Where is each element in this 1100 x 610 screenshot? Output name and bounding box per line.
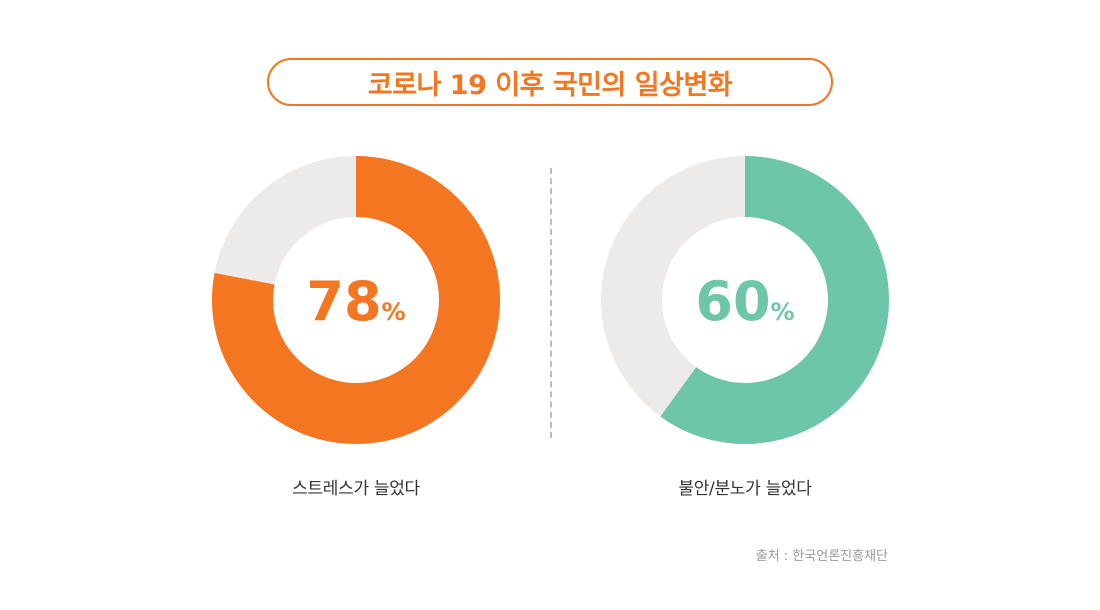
donut-stress: 78%	[212, 156, 500, 444]
donut-anxiety: 60%	[601, 156, 889, 444]
donut-stress-label: 스트레스가 늘었다	[292, 479, 420, 499]
donut-stress-percent: 78%	[306, 270, 405, 333]
donut-stress-value-arc	[212, 156, 500, 444]
title-pill: 코로나 19 이후 국민의 일상변화	[267, 58, 833, 106]
source-note: 출처 : 한국언론진흥재단	[755, 549, 888, 564]
donut-anxiety-label: 불안/분노가 늘었다	[678, 479, 812, 499]
donut-anxiety-value: 60	[695, 270, 770, 333]
donut-anxiety-unit: %	[771, 298, 795, 326]
chart-title: 코로나 19 이후 국민의 일상변화	[367, 69, 733, 101]
donut-stress-unit: %	[382, 298, 406, 326]
donut-stress-value: 78	[306, 270, 381, 333]
center-divider	[550, 168, 552, 438]
donut-anxiety-percent: 60%	[695, 270, 794, 333]
donut-anxiety-value-arc	[660, 156, 889, 444]
